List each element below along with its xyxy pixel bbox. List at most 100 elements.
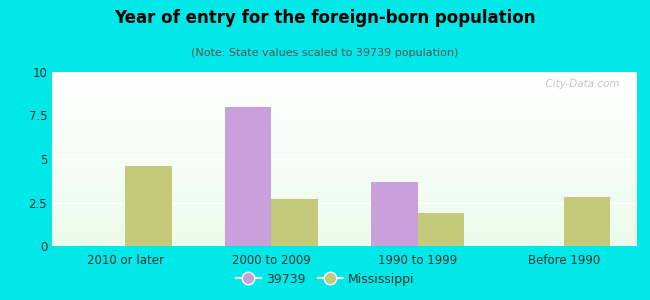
Bar	[52, 169, 637, 170]
Bar	[52, 141, 637, 142]
Bar	[52, 202, 637, 203]
Bar	[52, 116, 637, 117]
Bar	[52, 212, 637, 213]
Bar	[417, 213, 464, 246]
Bar	[52, 218, 637, 219]
Bar	[52, 211, 637, 212]
Bar	[52, 178, 637, 179]
Bar	[52, 213, 637, 214]
Bar	[52, 203, 637, 204]
Bar	[52, 193, 637, 194]
Bar	[52, 204, 637, 205]
Bar	[52, 73, 637, 74]
Bar	[52, 195, 637, 196]
Bar	[52, 130, 637, 131]
Bar	[52, 132, 637, 133]
Bar	[52, 191, 637, 192]
Bar	[52, 120, 637, 121]
Bar	[52, 205, 637, 206]
Bar	[52, 198, 637, 199]
Bar	[52, 223, 637, 224]
Bar	[52, 127, 637, 128]
Bar	[52, 233, 637, 234]
Bar	[52, 219, 637, 220]
Bar	[52, 152, 637, 153]
Bar	[52, 174, 637, 175]
Bar	[52, 210, 637, 211]
Bar	[52, 128, 637, 129]
Bar	[225, 107, 272, 246]
Bar	[52, 168, 637, 169]
Bar	[52, 74, 637, 75]
Bar	[52, 147, 637, 148]
Bar	[52, 179, 637, 180]
Bar	[52, 129, 637, 130]
Bar	[52, 92, 637, 93]
Bar	[52, 243, 637, 244]
Bar	[52, 236, 637, 237]
Bar	[52, 234, 637, 235]
Bar	[52, 85, 637, 86]
Bar	[52, 206, 637, 207]
Bar	[52, 162, 637, 163]
Bar	[52, 136, 637, 137]
Bar	[52, 229, 637, 230]
Bar	[52, 159, 637, 160]
Bar	[52, 169, 637, 170]
Bar	[52, 101, 637, 102]
Bar	[52, 148, 637, 149]
Bar	[52, 222, 637, 223]
Bar	[52, 194, 637, 195]
Bar	[52, 117, 637, 118]
Bar	[52, 144, 637, 145]
Bar	[52, 96, 637, 97]
Bar	[52, 192, 637, 193]
Bar	[52, 228, 637, 229]
Bar	[52, 155, 637, 156]
Bar	[52, 154, 637, 155]
Bar	[52, 221, 637, 222]
Bar	[52, 88, 637, 89]
Bar	[52, 139, 637, 140]
Bar	[52, 197, 637, 198]
Bar	[52, 217, 637, 218]
Text: (Note: State values scaled to 39739 population): (Note: State values scaled to 39739 popu…	[191, 48, 459, 58]
Bar	[52, 149, 637, 150]
Bar	[52, 163, 637, 164]
Bar	[52, 84, 637, 85]
Bar	[52, 220, 637, 221]
Bar	[52, 175, 637, 176]
Bar	[52, 80, 637, 81]
Bar	[52, 110, 637, 111]
Bar	[52, 181, 637, 182]
Bar	[52, 240, 637, 241]
Bar	[52, 114, 637, 115]
Bar	[52, 121, 637, 122]
Bar	[52, 145, 637, 146]
Bar	[52, 182, 637, 183]
Bar	[52, 112, 637, 113]
Bar	[52, 133, 637, 134]
Text: Year of entry for the foreign-born population: Year of entry for the foreign-born popul…	[114, 9, 536, 27]
Bar	[52, 227, 637, 228]
Bar	[52, 161, 637, 162]
Bar	[52, 157, 637, 158]
Bar	[52, 137, 637, 138]
Bar	[52, 118, 637, 119]
Bar	[52, 238, 637, 239]
Bar	[52, 79, 637, 80]
Legend: 39739, Mississippi: 39739, Mississippi	[231, 268, 419, 291]
Bar	[52, 242, 637, 243]
Bar	[52, 146, 637, 147]
Bar	[52, 160, 637, 161]
Bar	[52, 173, 637, 174]
Bar	[52, 93, 637, 94]
Bar	[52, 165, 637, 166]
Bar	[52, 200, 637, 201]
Bar	[52, 185, 637, 186]
Bar	[52, 103, 637, 104]
Bar	[52, 95, 637, 96]
Bar	[52, 82, 637, 83]
Bar	[52, 125, 637, 126]
Bar	[52, 184, 637, 185]
